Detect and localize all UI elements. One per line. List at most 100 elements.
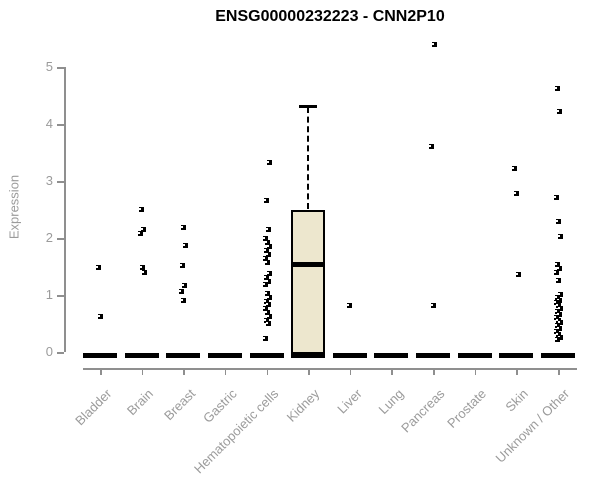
x-axis-tick <box>474 368 477 375</box>
data-point <box>264 239 270 245</box>
boxplot-upper-whisker <box>307 106 310 210</box>
data-point <box>555 336 560 342</box>
x-axis-label: Bladder <box>72 386 115 429</box>
x-axis-line <box>83 368 577 370</box>
zero-median-bar <box>499 353 534 358</box>
data-point <box>266 270 272 276</box>
chart-title: ENSG00000232223 - CNN2P10 <box>215 8 445 25</box>
x-axis-label: Unknown / Other <box>493 386 573 466</box>
data-point <box>554 194 559 200</box>
data-point <box>346 303 352 309</box>
data-point <box>262 255 268 261</box>
y-axis-tick <box>57 295 64 297</box>
data-point <box>431 303 437 309</box>
x-axis-label: Liver <box>333 386 365 417</box>
zero-median-bar <box>416 353 451 358</box>
data-point <box>137 230 143 236</box>
zero-median-bar <box>83 353 117 358</box>
y-tick-label: 5 <box>45 59 53 74</box>
zero-median-bar <box>291 353 326 358</box>
y-axis-title: Expression <box>6 174 22 240</box>
x-axis-label: Prostate <box>444 386 490 431</box>
x-axis-tick <box>266 368 269 375</box>
y-axis-line <box>64 67 66 352</box>
data-point <box>556 303 561 309</box>
data-point <box>182 282 188 288</box>
y-tick-label: 2 <box>45 230 53 245</box>
data-point <box>557 326 562 332</box>
y-tick-label: 1 <box>45 287 53 302</box>
data-point <box>262 236 268 241</box>
y-axis-tick <box>57 124 64 126</box>
data-point <box>556 218 561 224</box>
data-point <box>556 331 561 337</box>
data-point <box>140 226 146 232</box>
data-point <box>138 206 144 212</box>
data-point <box>262 335 268 341</box>
x-axis-label: Breast <box>160 386 198 424</box>
data-point <box>558 291 563 297</box>
data-point <box>139 265 145 271</box>
data-point <box>557 265 562 271</box>
x-axis-tick <box>183 368 185 375</box>
y-tick-label: 3 <box>45 173 53 188</box>
data-point <box>264 259 270 265</box>
zero-median-bar <box>124 353 159 358</box>
data-point <box>265 251 271 257</box>
data-point <box>555 308 560 314</box>
data-point <box>266 160 272 166</box>
data-point <box>264 290 270 296</box>
zero-median-bar <box>207 353 242 358</box>
data-point <box>516 271 522 277</box>
x-axis-label: Kidney <box>284 386 323 425</box>
x-axis-tick <box>433 368 435 375</box>
y-axis-tick <box>57 67 64 69</box>
data-point <box>141 270 147 276</box>
data-point <box>558 306 563 312</box>
data-point <box>263 274 269 280</box>
data-point <box>183 242 189 248</box>
data-point <box>554 270 559 276</box>
boxplot-median-line <box>291 261 326 267</box>
data-point <box>558 233 563 239</box>
x-axis-label: Brain <box>124 386 157 419</box>
data-point <box>266 314 272 320</box>
zero-median-bar <box>457 353 492 358</box>
data-point <box>263 318 269 324</box>
x-axis-tick <box>349 368 352 375</box>
data-point <box>557 109 562 115</box>
boxplot-box <box>291 209 326 356</box>
x-axis-tick <box>141 368 144 375</box>
x-axis-tick <box>100 368 102 375</box>
y-axis-tick <box>57 238 64 240</box>
data-point <box>263 298 269 304</box>
data-point <box>98 314 103 320</box>
data-point <box>556 277 561 283</box>
data-point <box>263 247 269 253</box>
zero-median-bar <box>166 353 201 358</box>
x-axis-tick <box>391 368 393 375</box>
data-point <box>554 300 559 306</box>
data-point <box>512 165 518 171</box>
x-axis-label: Lung <box>375 386 407 418</box>
data-point <box>266 243 272 249</box>
data-point <box>265 302 271 308</box>
x-axis-tick <box>516 368 518 375</box>
x-axis-label: Pancreas <box>398 386 448 436</box>
data-point <box>429 143 435 149</box>
x-axis-label: Skin <box>502 386 531 415</box>
y-tick-label: 4 <box>45 116 53 131</box>
zero-median-bar <box>374 353 409 358</box>
data-point <box>265 226 271 232</box>
x-axis-tick <box>558 368 560 375</box>
x-axis-label: Gastric <box>199 386 240 426</box>
data-point <box>554 314 559 320</box>
data-point <box>554 328 559 334</box>
data-point <box>179 289 185 294</box>
data-point <box>432 41 438 47</box>
data-point <box>263 198 269 204</box>
data-point <box>181 225 187 231</box>
x-axis-tick <box>224 368 227 375</box>
boxplot-whisker-cap <box>299 104 318 108</box>
